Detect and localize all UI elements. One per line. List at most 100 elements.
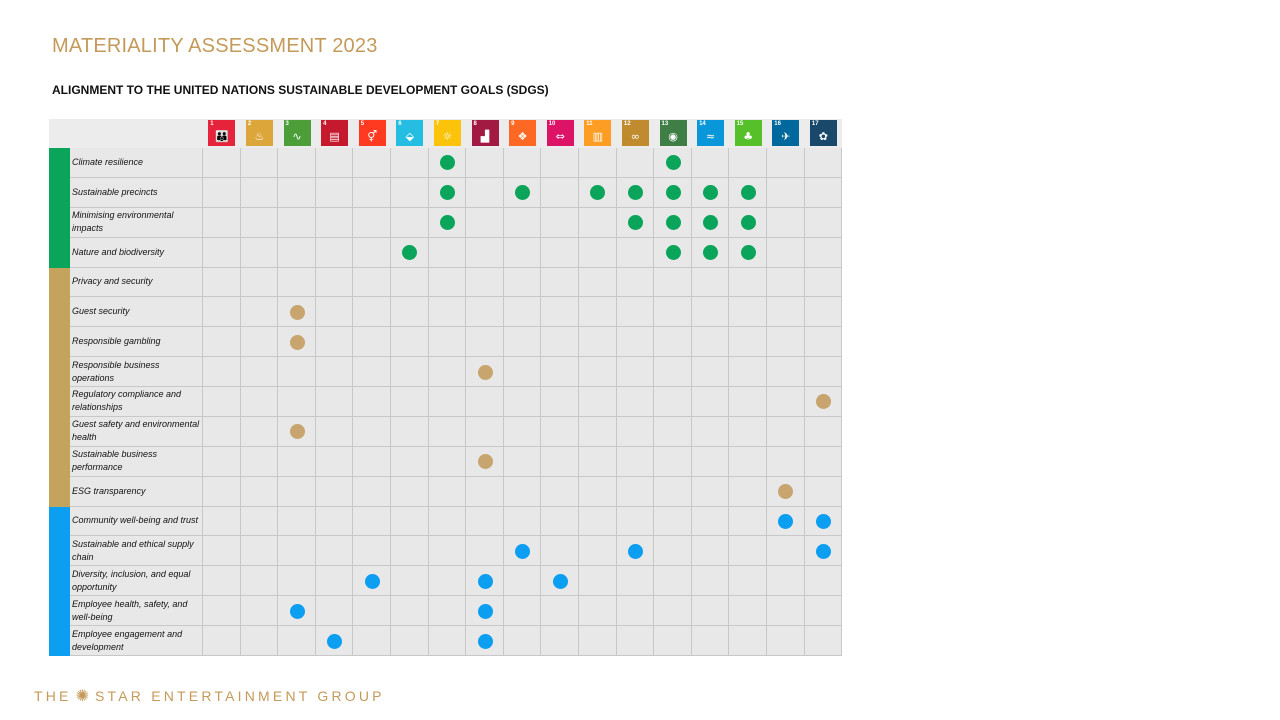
matrix-cell xyxy=(804,177,843,208)
sdg-number: 15 xyxy=(736,121,744,127)
matrix-cell xyxy=(278,626,316,656)
alignment-dot-sdg-13 xyxy=(665,185,681,201)
matrix-cell xyxy=(579,387,617,417)
logo-text-brand: STAR ENTERTAINMENT GROUP xyxy=(95,687,385,704)
matrix-cell xyxy=(240,177,279,208)
matrix-cell xyxy=(391,177,429,208)
matrix-cell xyxy=(391,416,429,447)
matrix-cell xyxy=(240,566,279,597)
page-title: MATERIALITY ASSESSMENT 2023 xyxy=(52,35,378,57)
matrix-cell xyxy=(391,566,429,597)
matrix-cell xyxy=(541,476,579,507)
matrix-cell xyxy=(767,148,805,178)
topic-label: Responsible business operations xyxy=(70,357,203,388)
matrix-cell xyxy=(315,148,354,178)
topic-label: Sustainable business performance xyxy=(70,446,203,477)
flower-icon: ✿ xyxy=(818,130,828,143)
matrix-cell xyxy=(729,626,767,656)
matrix-cell xyxy=(541,416,579,447)
alignment-dot-sdg-9 xyxy=(515,543,531,559)
matrix-cell xyxy=(654,387,692,417)
matrix-cell xyxy=(579,536,617,567)
matrix-cell xyxy=(767,357,805,388)
alignment-dot-sdg-8 xyxy=(477,633,493,649)
matrix-cell xyxy=(804,416,843,447)
matrix-cell xyxy=(767,446,805,477)
matrix-cell xyxy=(616,416,655,447)
matrix-cell xyxy=(691,327,730,358)
matrix-cell xyxy=(503,237,542,268)
topic-label: Sustainable and ethical supply chain xyxy=(70,536,203,567)
matrix-cell xyxy=(315,596,354,627)
matrix-cell xyxy=(315,237,354,268)
matrix-cell xyxy=(729,566,767,597)
matrix-cell xyxy=(466,446,504,477)
matrix-cell xyxy=(767,536,805,567)
alignment-dot-sdg-17 xyxy=(815,394,831,410)
sdg-9-cubes-icon: 9 ❖ xyxy=(509,120,537,146)
matrix-cell xyxy=(240,207,279,238)
matrix-cell xyxy=(278,207,316,238)
matrix-cell xyxy=(729,476,767,507)
matrix-cell xyxy=(541,267,579,298)
matrix-cell xyxy=(203,536,241,567)
matrix-cell xyxy=(353,327,391,358)
alignment-dot-sdg-15 xyxy=(740,215,756,231)
sdg-number: 9 xyxy=(511,121,515,127)
matrix-cell xyxy=(729,387,767,417)
sdg-number: 4 xyxy=(323,121,327,127)
matrix-cell xyxy=(353,416,391,447)
matrix-cell xyxy=(579,148,617,178)
matrix-cell xyxy=(541,207,579,238)
alignment-dot-sdg-17 xyxy=(815,514,831,529)
matrix-cell xyxy=(203,506,241,537)
fish-icon: ≈ xyxy=(705,130,716,143)
matrix-cell xyxy=(616,387,655,417)
matrix-cell xyxy=(503,148,542,178)
matrix-cell xyxy=(278,237,316,268)
sdg-8-growth-chart-icon: 8 ▟ xyxy=(471,120,499,146)
sdg-2-bowl-icon: 2 ♨ xyxy=(245,120,273,146)
matrix-cell xyxy=(654,596,692,627)
matrix-cell xyxy=(203,237,241,268)
matrix-cell xyxy=(240,536,279,567)
matrix-cell xyxy=(466,177,504,208)
alignment-dot-sdg-13 xyxy=(665,215,681,231)
matrix-cell xyxy=(203,148,241,178)
matrix-cell xyxy=(315,207,354,238)
alignment-dot-sdg-3 xyxy=(289,334,305,350)
matrix-cell xyxy=(391,596,429,627)
matrix-cell xyxy=(767,177,805,208)
matrix-cell xyxy=(428,536,467,567)
matrix-cell xyxy=(503,566,542,597)
matrix-cell xyxy=(616,327,655,358)
matrix-cell xyxy=(466,327,504,358)
equality-icon: ⇔ xyxy=(555,130,565,143)
matrix-cell xyxy=(729,506,767,537)
matrix-cell xyxy=(240,476,279,507)
matrix-cell xyxy=(579,626,617,656)
alignment-dot-sdg-12 xyxy=(627,185,643,201)
sdg-12-infinity-icon: 12 ∞ xyxy=(621,120,649,146)
matrix-cell xyxy=(616,357,655,388)
topic-label: Privacy and security xyxy=(70,267,203,298)
sdg-14-fish-icon: 14 ≈ xyxy=(697,120,725,146)
matrix-cell xyxy=(466,566,504,597)
matrix-cell xyxy=(240,267,279,298)
matrix-cell xyxy=(579,566,617,597)
matrix-cell xyxy=(541,237,579,268)
topic-label: Sustainable precincts xyxy=(70,177,203,208)
alignment-dot-sdg-16 xyxy=(778,514,794,529)
sdg-number: 1 xyxy=(210,121,214,127)
matrix-cell xyxy=(729,267,767,298)
matrix-cell xyxy=(767,237,805,268)
book-icon: ▤ xyxy=(329,130,340,143)
dove-icon: ✈ xyxy=(781,130,791,143)
matrix-cell xyxy=(654,476,692,507)
matrix-cell xyxy=(654,506,692,537)
matrix-cell xyxy=(353,626,391,656)
sdg-number: 6 xyxy=(398,121,402,127)
company-logo: THE ✺ STAR ENTERTAINMENT GROUP xyxy=(34,686,385,705)
matrix-cell xyxy=(428,177,467,208)
matrix-cell xyxy=(804,476,843,507)
